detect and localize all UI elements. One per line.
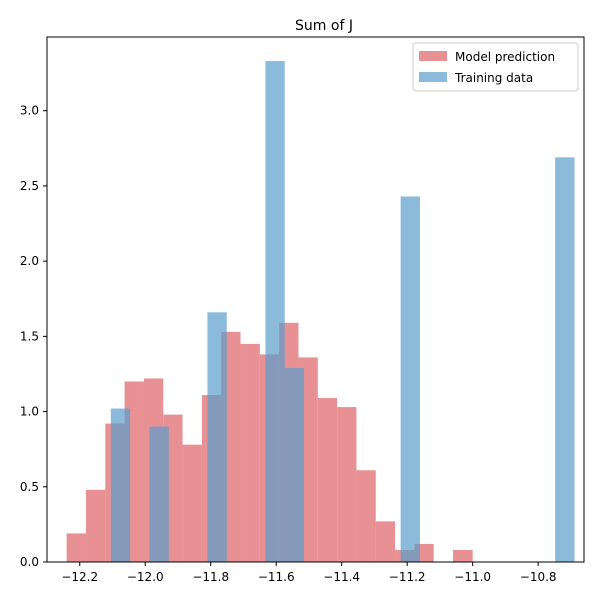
bar-series-1-bin-9: [284, 367, 305, 562]
y-tick-label: 1.5: [20, 329, 39, 343]
y-tick-label: 3.0: [20, 104, 39, 118]
x-tick-label: −11.4: [323, 570, 360, 584]
x-tick-label: −11.2: [389, 570, 426, 584]
bar-series-0-bin-16: [375, 521, 396, 562]
x-tick-label: −11.0: [454, 570, 491, 584]
y-tick-label: 2.5: [20, 179, 39, 193]
y-tick-label: 0.0: [20, 555, 39, 569]
x-tick-label: −11.8: [192, 570, 229, 584]
bar-series-0-bin-13: [317, 398, 338, 562]
legend-box: [412, 42, 579, 92]
x-tick-label: −12.2: [61, 570, 98, 584]
legend-label: Model prediction: [455, 50, 555, 64]
bars-layer: [66, 61, 575, 562]
x-tick-label: −11.6: [258, 570, 295, 584]
y-tick-label: 1.0: [20, 405, 39, 419]
y-axis: 0.0 0.5 1.0 1.5 2.0 2.5 3.0: [20, 104, 47, 569]
bar-series-1-bin-8: [265, 61, 285, 562]
bar-series-0-bin-1: [85, 489, 106, 562]
x-tick-label: −10.8: [520, 570, 557, 584]
legend-label: Training data: [454, 71, 533, 85]
series-1: [110, 61, 575, 562]
x-tick-label: −12.0: [127, 570, 164, 584]
bar-series-1-bin-0: [110, 408, 131, 562]
x-axis: −12.2 −12.0 −11.8 −11.6 −11.4 −11.2 −11.0 −10.8: [61, 562, 557, 584]
bar-series-1-bin-15: [400, 196, 420, 562]
bar-series-0-bin-14: [337, 407, 357, 562]
bar-series-0-bin-6: [182, 444, 202, 562]
bar-series-0-bin-15: [356, 470, 376, 562]
bar-series-1-bin-5: [207, 312, 227, 562]
bar-series-1-bin-2: [149, 426, 169, 562]
bar-series-0-bin-0: [66, 533, 86, 562]
plot-frame: [46, 36, 585, 563]
bar-series-0-bin-9: [240, 343, 260, 562]
bar-series-0-bin-20: [453, 549, 473, 562]
legend: Model prediction Training data: [412, 42, 579, 92]
chart-title: Sum of J: [295, 18, 353, 34]
legend-swatch: [419, 51, 447, 61]
legend-swatch: [419, 72, 447, 82]
y-tick-label: 0.5: [20, 480, 39, 494]
y-tick-label: 2.0: [20, 254, 39, 268]
bar-series-1-bin-23: [555, 157, 575, 562]
